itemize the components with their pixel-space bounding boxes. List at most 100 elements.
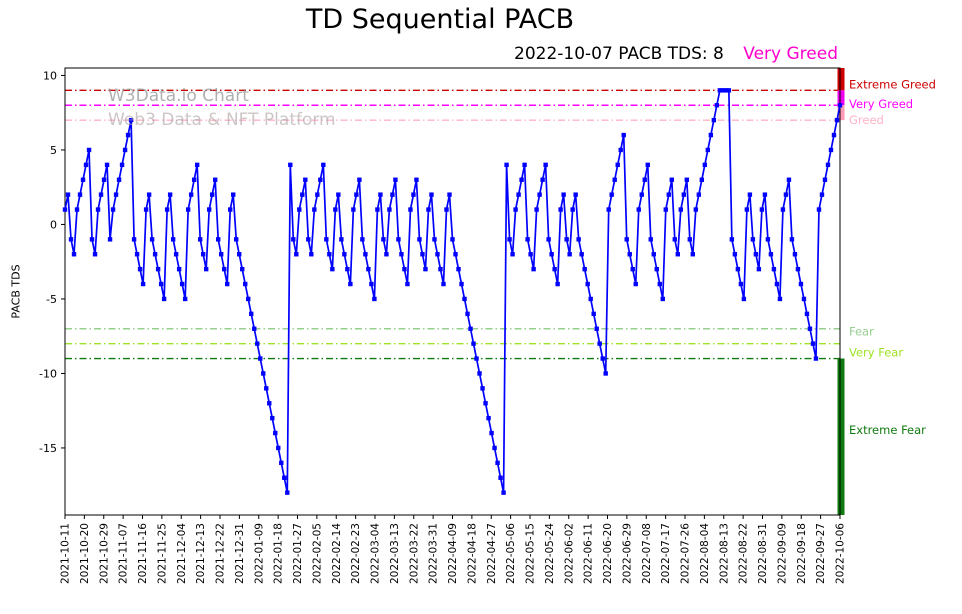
tds-marker xyxy=(321,162,326,168)
tds-marker xyxy=(717,88,723,93)
tds-marker xyxy=(98,192,104,197)
tds-marker xyxy=(492,445,497,451)
tds-marker xyxy=(525,237,530,242)
x-tick-label: 2021-10-20 xyxy=(79,523,91,584)
tds-marker xyxy=(176,266,182,272)
tds-marker xyxy=(687,237,693,242)
tds-marker xyxy=(387,207,392,212)
tds-marker xyxy=(501,490,506,495)
x-tick-label: 2022-01-09 xyxy=(253,523,265,584)
x-tick-label: 2022-04-18 xyxy=(466,523,478,584)
tds-marker xyxy=(411,192,416,197)
tds-marker xyxy=(483,401,488,406)
threshold-label-extreme-fear: Extreme Fear xyxy=(849,423,926,437)
tds-marker xyxy=(173,252,179,257)
tds-marker xyxy=(588,296,593,302)
tds-marker xyxy=(312,207,317,212)
tds-marker xyxy=(798,281,804,287)
tds-marker xyxy=(495,460,500,466)
tds-marker xyxy=(663,207,668,212)
tds-marker xyxy=(441,281,446,287)
tds-marker xyxy=(158,281,164,287)
tds-marker xyxy=(822,177,828,182)
tds-marker xyxy=(708,132,714,138)
x-tick-label: 2022-05-24 xyxy=(544,523,556,584)
tds-marker xyxy=(318,177,323,182)
tds-marker xyxy=(609,192,614,197)
tds-marker xyxy=(351,207,356,212)
tds-marker xyxy=(279,460,284,466)
tds-marker xyxy=(234,237,239,242)
tds-marker xyxy=(291,237,296,242)
x-tick-label: 2022-06-20 xyxy=(602,523,614,584)
tds-marker xyxy=(660,296,665,302)
tds-marker xyxy=(372,296,377,302)
chart-subtitle: 2022-10-07 PACB TDS: 8 Very Greed xyxy=(514,44,838,64)
tds-marker xyxy=(486,415,491,421)
tds-marker xyxy=(450,237,455,242)
tds-marker xyxy=(759,207,765,212)
tds-marker xyxy=(510,252,515,257)
tds-marker xyxy=(315,192,320,197)
tds-marker xyxy=(477,371,482,376)
tds-marker xyxy=(252,326,257,331)
x-tick-label: 2021-12-13 xyxy=(195,523,207,584)
tds-marker xyxy=(444,207,449,212)
tds-marker xyxy=(429,192,434,197)
tds-marker xyxy=(468,326,473,331)
tds-marker xyxy=(489,430,494,436)
tds-marker xyxy=(276,445,281,451)
tds-marker xyxy=(116,177,122,182)
tds-marker xyxy=(618,147,623,153)
tds-marker xyxy=(645,162,650,168)
tds-marker xyxy=(678,207,683,212)
tds-marker xyxy=(570,207,575,212)
tds-marker xyxy=(762,192,768,197)
tds-marker xyxy=(522,162,527,168)
tds-marker xyxy=(792,252,798,257)
tds-marker xyxy=(134,252,140,257)
tds-marker xyxy=(633,281,638,287)
tds-marker xyxy=(801,296,807,302)
tds-marker xyxy=(474,356,479,361)
tds-marker xyxy=(636,207,641,212)
threshold-label-greed: Greed xyxy=(849,113,884,127)
x-tick-label: 2022-06-29 xyxy=(621,523,633,584)
tds-marker xyxy=(723,88,729,93)
tds-marker xyxy=(240,266,245,272)
tds-marker xyxy=(215,237,221,242)
tds-marker xyxy=(741,296,747,302)
y-tick-label: -10 xyxy=(39,367,57,380)
tds-marker xyxy=(690,252,696,257)
tds-marker xyxy=(630,266,635,272)
tds-marker xyxy=(597,341,602,346)
tds-marker xyxy=(65,192,71,197)
tds-marker xyxy=(164,207,170,212)
tds-marker xyxy=(507,237,512,242)
tds-marker xyxy=(813,356,819,361)
x-tick-label: 2022-02-14 xyxy=(331,523,343,584)
tds-marker xyxy=(639,192,644,197)
x-tick-label: 2022-07-26 xyxy=(680,523,692,584)
tds-marker xyxy=(765,237,771,242)
tds-marker xyxy=(729,237,735,242)
tds-marker xyxy=(209,192,215,197)
tds-marker xyxy=(816,207,822,212)
tds-marker xyxy=(212,177,218,182)
tds-marker xyxy=(774,281,780,287)
tds-marker xyxy=(357,177,362,182)
tds-marker xyxy=(137,266,143,272)
threshold-label-extreme-greed: Extreme Greed xyxy=(849,77,936,91)
x-tick-label: 2022-04-27 xyxy=(486,523,498,584)
y-tick-label: 5 xyxy=(50,144,57,157)
tds-marker xyxy=(417,237,422,242)
tds-marker xyxy=(504,162,509,168)
tds-marker xyxy=(378,192,383,197)
tds-marker xyxy=(624,237,629,242)
tds-marker xyxy=(435,252,440,257)
watermark-line2: Web3 Data & NFT Platform xyxy=(108,110,336,130)
tds-marker xyxy=(261,371,266,376)
x-tick-label: 2022-09-09 xyxy=(776,523,788,584)
tds-marker xyxy=(804,311,810,317)
